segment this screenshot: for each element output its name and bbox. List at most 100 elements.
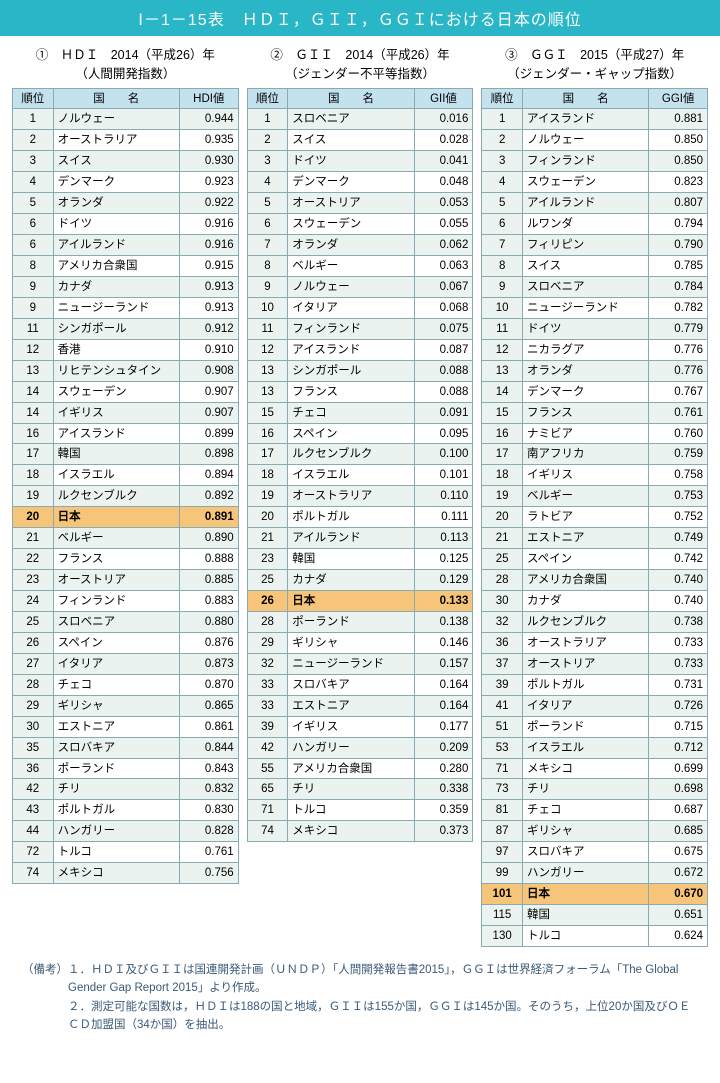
rank-cell: 21 (13, 528, 54, 549)
table-row: 9スロベニア0.784 (482, 276, 708, 297)
country-cell: チェコ (522, 800, 648, 821)
table-row: 17韓国0.898 (13, 444, 239, 465)
country-cell: イギリス (53, 402, 179, 423)
value-cell: 0.068 (414, 297, 473, 318)
rank-cell: 6 (13, 235, 54, 256)
rank-cell: 43 (13, 800, 54, 821)
table-row: 55アメリカ合衆国0.280 (247, 758, 473, 779)
value-cell: 0.651 (649, 905, 708, 926)
country-cell: スウェーデン (522, 172, 648, 193)
rank-cell: 20 (482, 507, 523, 528)
value-cell: 0.784 (649, 276, 708, 297)
value-cell: 0.177 (414, 716, 473, 737)
rank-cell: 11 (482, 318, 523, 339)
table-row: 4デンマーク0.923 (13, 172, 239, 193)
panel-2: ② ＧＩＩ 2014（平成26）年 （ジェンダー不平等指数）順位国 名GII値1… (247, 46, 474, 947)
table-row: 71トルコ0.359 (247, 800, 473, 821)
country-cell: ドイツ (53, 214, 179, 235)
value-cell: 0.687 (649, 800, 708, 821)
value-cell: 0.759 (649, 444, 708, 465)
table-row: 17南アフリカ0.759 (482, 444, 708, 465)
rank-cell: 22 (13, 549, 54, 570)
country-cell: ポーランド (522, 716, 648, 737)
value-cell: 0.164 (414, 695, 473, 716)
country-cell: イタリア (53, 653, 179, 674)
rank-cell: 9 (13, 297, 54, 318)
ranking-table: 順位国 名HDI値1ノルウェー0.9442オーストラリア0.9353スイス0.9… (12, 88, 239, 885)
country-cell: アイルランド (288, 528, 414, 549)
value-cell: 0.944 (179, 109, 238, 130)
value-cell: 0.113 (414, 528, 473, 549)
country-cell: イタリア (522, 695, 648, 716)
table-row: 25スペイン0.742 (482, 549, 708, 570)
country-cell: アメリカ合衆国 (53, 256, 179, 277)
value-cell: 0.088 (414, 360, 473, 381)
value-cell: 0.782 (649, 297, 708, 318)
rank-cell: 26 (13, 632, 54, 653)
country-cell: アイスランド (288, 339, 414, 360)
country-cell: チェコ (53, 674, 179, 695)
country-cell: スイス (53, 151, 179, 172)
table-row: 5オーストリア0.053 (247, 193, 473, 214)
table-row: 20日本0.891 (13, 507, 239, 528)
country-cell: オーストリア (288, 193, 414, 214)
rank-cell: 16 (482, 423, 523, 444)
country-cell: チリ (53, 779, 179, 800)
value-cell: 0.733 (649, 632, 708, 653)
column-header: GGI値 (649, 88, 708, 109)
rank-cell: 81 (482, 800, 523, 821)
value-cell: 0.698 (649, 779, 708, 800)
value-cell: 0.756 (179, 863, 238, 884)
country-cell: ルクセンブルク (53, 486, 179, 507)
table-row: 11フィンランド0.075 (247, 318, 473, 339)
country-cell: ギリシャ (522, 821, 648, 842)
value-cell: 0.794 (649, 214, 708, 235)
table-row: 3スイス0.930 (13, 151, 239, 172)
country-cell: エストニア (288, 695, 414, 716)
rank-cell: 51 (482, 716, 523, 737)
column-header: 国 名 (522, 88, 648, 109)
country-cell: フィリピン (522, 235, 648, 256)
column-header: 順位 (13, 88, 54, 109)
value-cell: 0.100 (414, 444, 473, 465)
value-cell: 0.157 (414, 653, 473, 674)
table-row: 10ニュージーランド0.782 (482, 297, 708, 318)
value-cell: 0.742 (649, 549, 708, 570)
rank-cell: 13 (247, 360, 288, 381)
rank-cell: 53 (482, 737, 523, 758)
value-cell: 0.843 (179, 758, 238, 779)
table-row: 13シンガポール0.088 (247, 360, 473, 381)
table-row: 23韓国0.125 (247, 549, 473, 570)
rank-cell: 44 (13, 821, 54, 842)
rank-cell: 14 (13, 381, 54, 402)
rank-cell: 32 (247, 653, 288, 674)
value-cell: 0.738 (649, 611, 708, 632)
country-cell: オーストラリア (522, 632, 648, 653)
rank-cell: 5 (482, 193, 523, 214)
table-row: 16スペイン0.095 (247, 423, 473, 444)
rank-cell: 12 (13, 339, 54, 360)
rank-cell: 29 (13, 695, 54, 716)
rank-cell: 21 (247, 528, 288, 549)
table-row: 41イタリア0.726 (482, 695, 708, 716)
rank-cell: 19 (247, 486, 288, 507)
rank-cell: 2 (13, 130, 54, 151)
rank-cell: 42 (13, 779, 54, 800)
country-cell: ナミビア (522, 423, 648, 444)
rank-cell: 19 (13, 486, 54, 507)
rank-cell: 41 (482, 695, 523, 716)
column-header: GII値 (414, 88, 473, 109)
country-cell: イスラエル (522, 737, 648, 758)
country-cell: アイルランド (522, 193, 648, 214)
table-row: 21アイルランド0.113 (247, 528, 473, 549)
country-cell: 香港 (53, 339, 179, 360)
country-cell: シンガポール (288, 360, 414, 381)
rank-cell: 35 (13, 737, 54, 758)
value-cell: 0.672 (649, 863, 708, 884)
rank-cell: 65 (247, 779, 288, 800)
country-cell: 日本 (522, 884, 648, 905)
country-cell: デンマーク (522, 381, 648, 402)
country-cell: ドイツ (522, 318, 648, 339)
rank-cell: 73 (482, 779, 523, 800)
country-cell: スロバキア (522, 842, 648, 863)
